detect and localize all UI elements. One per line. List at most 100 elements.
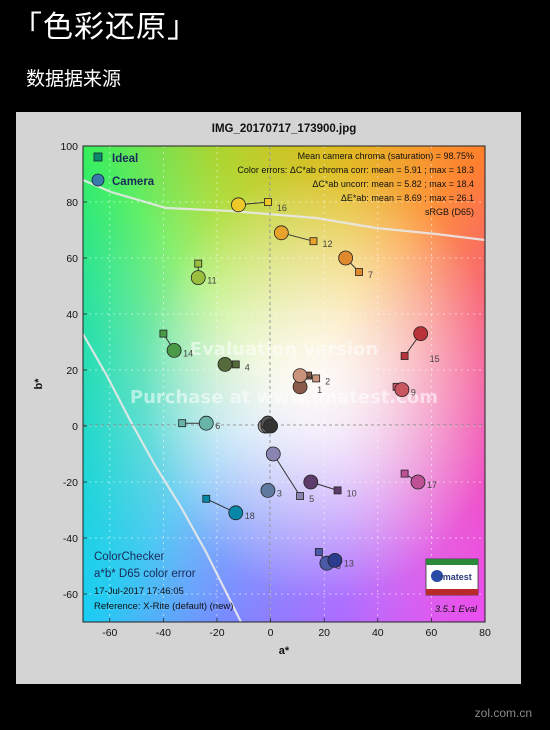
camera-marker — [410, 474, 426, 490]
ideal-marker — [231, 360, 240, 369]
ideal-marker — [264, 198, 272, 206]
camera-marker — [166, 342, 182, 358]
stats-line-4: ΔE*ab: mean = 8.69 ; max = 26.1 — [341, 193, 474, 203]
y-tick-label: 60 — [66, 253, 78, 265]
patch-label: 17 — [427, 480, 437, 490]
x-tick-label: 20 — [318, 627, 330, 639]
patch-label: 2 — [325, 376, 330, 386]
grid-layer — [83, 146, 485, 622]
purchase-watermark: Purchase at www.imatest.com — [130, 387, 438, 408]
patch-label: 13 — [344, 558, 354, 568]
patch-label: 10 — [347, 488, 357, 498]
ideal-marker — [314, 548, 323, 556]
ideal-marker — [309, 237, 318, 246]
y-tick-label: 80 — [66, 197, 78, 209]
camera-marker — [327, 552, 343, 568]
legend-ideal-label: Ideal — [112, 153, 138, 165]
y-tick-label: 40 — [66, 309, 78, 321]
x-tick-label: -60 — [102, 627, 117, 639]
camera-marker — [263, 418, 279, 434]
x-axis-label: a* — [279, 645, 290, 657]
ideal-marker — [178, 419, 187, 428]
legend-circle-icon — [91, 173, 105, 187]
ideal-marker — [194, 259, 203, 268]
version-text: 3.5.1 Eval — [435, 604, 478, 615]
axis-layer: -60 -40 -20 0 20 40 60 80 -60 -40 -20 0 20 40 60 80 100 — [60, 141, 491, 639]
patch-label: 7 — [368, 270, 373, 280]
ideal-marker — [355, 268, 363, 276]
color-error-chart: IMG_20170717_173900.jpg Evaluation versi… — [33, 123, 491, 657]
x-tick-label: 80 — [479, 627, 491, 639]
logo-globe-icon — [431, 570, 443, 582]
stats-block: Mean camera chroma (saturation) = 98.75%… — [237, 151, 474, 217]
gamut-boundary-left — [83, 333, 242, 622]
camera-marker — [260, 482, 276, 498]
camera-marker — [190, 270, 206, 286]
ideal-marker — [202, 494, 211, 503]
patch-label: 5 — [309, 494, 314, 504]
error-line — [272, 453, 301, 497]
info-colorchecker: ColorChecker — [94, 551, 164, 563]
patch-label: 14 — [183, 348, 193, 358]
data-layer: 123456789101112131415161718 — [159, 197, 440, 571]
camera-marker — [198, 415, 214, 431]
legend: Ideal Camera — [91, 152, 155, 188]
y-tick-label: -60 — [63, 589, 78, 601]
patch-label: 12 — [322, 239, 332, 249]
plot-frame — [82, 145, 486, 623]
stats-line-1: Mean camera chroma (saturation) = 98.75% — [298, 151, 474, 161]
plot-background: Evaluation version Purchase at www.imate… — [83, 146, 485, 622]
x-tick-label: -40 — [156, 627, 171, 639]
camera-marker — [394, 382, 410, 398]
stats-line-2: Color errors: ΔC*ab chroma corr: mean = … — [237, 165, 474, 175]
y-tick-label: -20 — [63, 477, 78, 489]
imatest-logo: imatest — [425, 558, 479, 596]
patch-label: 3 — [277, 488, 282, 498]
x-tick-label: 40 — [372, 627, 384, 639]
patch-label: 4 — [245, 362, 250, 372]
ideal-marker — [312, 374, 321, 383]
site-watermark: zol.com.cn — [474, 706, 532, 720]
gamut-boundary-top — [83, 178, 485, 242]
patch-label: 11 — [207, 276, 216, 286]
info-error-type: a*b* D65 color error — [94, 568, 196, 580]
patch-label: 18 — [245, 511, 255, 521]
info-date: 17-Jul-2017 17:46:05 — [94, 586, 184, 597]
legend-square-icon — [93, 152, 103, 162]
y-axis-label: b* — [33, 378, 45, 390]
ideal-marker — [400, 352, 409, 360]
x-tick-label: 60 — [426, 627, 438, 639]
patch-label: 16 — [277, 203, 287, 213]
section-subtitle: 数据据来源 — [26, 68, 122, 90]
camera-marker — [231, 197, 246, 213]
eval-watermark: Evaluation version — [190, 339, 378, 360]
patch-label: 6 — [215, 421, 220, 431]
y-tick-label: -40 — [63, 533, 78, 545]
ideal-marker — [159, 329, 168, 338]
patch-label: 1 — [317, 385, 322, 395]
logo-text: imatest — [440, 572, 472, 582]
chart-title: IMG_20170717_173900.jpg — [212, 123, 357, 135]
x-tick-label: -20 — [209, 627, 224, 639]
camera-marker — [265, 446, 281, 462]
camera-marker — [338, 250, 354, 266]
page-title: 「色彩还原」 — [12, 10, 198, 45]
camera-marker — [228, 505, 244, 521]
camera-marker — [273, 225, 289, 241]
patch-label: 9 — [411, 388, 416, 398]
patch-label: 15 — [430, 354, 440, 364]
ideal-marker — [400, 469, 409, 478]
stats-line-3: ΔC*ab uncorr: mean = 5.82 ; max = 18.4 — [312, 179, 474, 189]
camera-marker — [413, 326, 429, 342]
camera-marker — [217, 356, 233, 372]
x-tick-label: 0 — [268, 627, 274, 639]
chart-info-block: ColorChecker a*b* D65 color error 17-Jul… — [94, 551, 233, 612]
ideal-marker — [333, 486, 342, 495]
camera-marker — [303, 474, 319, 490]
stats-line-5: sRGB (D65) — [425, 207, 474, 217]
chart-panel: IMG_20170717_173900.jpg Evaluation versi… — [16, 112, 521, 684]
legend-camera-label: Camera — [112, 176, 155, 188]
y-tick-label: 20 — [66, 365, 78, 377]
ideal-marker — [296, 492, 304, 500]
info-reference: Reference: X-Rite (default) (new) — [94, 601, 233, 612]
